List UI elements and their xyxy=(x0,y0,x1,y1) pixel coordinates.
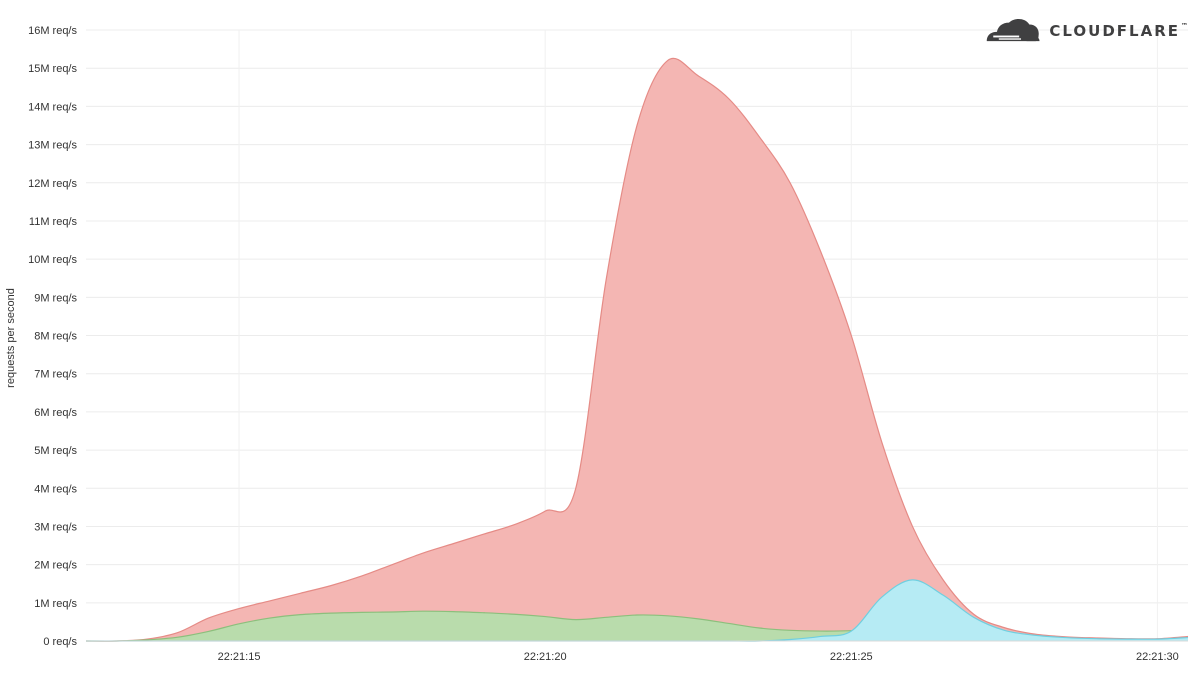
x-tick-label: 22:21:30 xyxy=(1136,651,1179,663)
logo-text: CLOUDFLARE™ xyxy=(1049,22,1190,40)
y-tick-label: 2M req/s xyxy=(34,560,77,572)
y-tick-label: 4M req/s xyxy=(34,483,77,495)
y-tick-label: 11M req/s xyxy=(29,216,78,228)
cloudflare-logo: CLOUDFLARE™ xyxy=(984,12,1190,48)
y-tick-label: 13M req/s xyxy=(28,140,77,152)
series-area-1 xyxy=(86,58,1188,642)
cloud-icon xyxy=(986,19,1040,42)
y-tick-label: 0 req/s xyxy=(43,636,77,648)
y-tick-label: 10M req/s xyxy=(28,254,77,266)
y-tick-label: 1M req/s xyxy=(34,598,77,610)
trademark-symbol: ™ xyxy=(1181,22,1190,30)
y-tick-label: 3M req/s xyxy=(34,521,77,533)
y-tick-label: 9M req/s xyxy=(34,292,77,304)
series-line-1 xyxy=(85,57,1189,642)
y-tick-label: 8M req/s xyxy=(34,331,77,343)
y-tick-label: 16M req/s xyxy=(28,25,77,37)
x-tick-label: 22:21:20 xyxy=(524,651,567,663)
y-tick-label: 7M req/s xyxy=(34,369,77,381)
series-area-3 xyxy=(86,579,1188,642)
y-tick-label: 5M req/s xyxy=(34,445,77,457)
y-tick-label: 12M req/s xyxy=(28,178,77,190)
y-axis-ticks: 0 req/s 1M req/s 2M req/s 3M req/s 4M req/s 5… xyxy=(28,25,77,648)
x-axis-ticks: 22:21:15 22:21:20 22:21:25 22:21:30 xyxy=(218,651,1179,663)
y-tick-label: 15M req/s xyxy=(28,63,77,75)
y-tick-label: 6M req/s xyxy=(34,407,77,419)
x-tick-label: 22:21:15 xyxy=(218,651,261,663)
area-layer xyxy=(85,57,1189,642)
y-tick-label: 14M req/s xyxy=(28,101,77,113)
x-tick-label: 22:21:25 xyxy=(830,651,873,663)
y-axis-title: requests per second xyxy=(5,288,17,388)
